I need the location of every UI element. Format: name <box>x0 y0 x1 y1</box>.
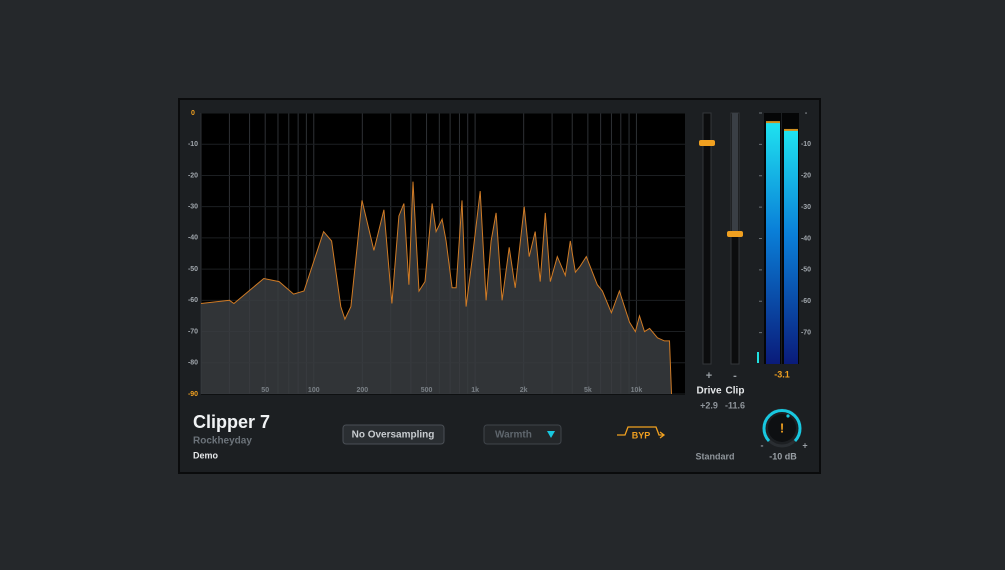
clip-value: -11.6 <box>725 400 745 410</box>
meter-peak: -3.1 <box>774 369 790 379</box>
clip-thumb[interactable] <box>727 231 743 237</box>
meter-tick-label: - <box>805 110 808 117</box>
meter-tick-label: -70 <box>801 329 811 336</box>
plugin-name: Clipper 7 <box>193 412 270 432</box>
x-tick-label: 50 <box>261 387 269 394</box>
vendor: Rockheyday <box>193 436 252 447</box>
oversampling-button[interactable] <box>342 424 445 445</box>
x-tick-label: 100 <box>308 387 320 394</box>
y-tick-label: -80 <box>188 360 198 367</box>
y-tick-label: -60 <box>188 297 198 304</box>
bypass-label: BYP <box>632 430 651 440</box>
output-value: -10 dB <box>769 451 797 461</box>
warmth-label: Warmth <box>495 430 532 441</box>
x-tick-label: 500 <box>421 387 433 394</box>
knob-minus: - <box>761 440 764 450</box>
y-tick-label: -30 <box>188 204 198 211</box>
meter: - -10 -20 -30 -40 -50 -60 -70 -3.1 <box>759 110 811 379</box>
spectrum-fill <box>201 181 672 394</box>
meter-tick-label: -40 <box>801 235 811 242</box>
y-tick-label: -10 <box>188 141 198 148</box>
drive-value: +2.9 <box>700 400 718 410</box>
meter-tick-label: -10 <box>801 141 811 148</box>
knob-plus: + <box>802 440 807 450</box>
meter-tick-label: -50 <box>801 267 811 274</box>
output-knob[interactable] <box>768 414 796 442</box>
knob-pointer <box>786 414 790 418</box>
dropdown-arrow <box>547 431 555 438</box>
drive-thumb[interactable] <box>699 140 715 146</box>
x-tick-label: 10k <box>631 387 643 394</box>
spectrum: 0 -10 -20 -30 -40 -50 -60 -70 -80 -90 50 100 200 500 1… <box>188 110 685 398</box>
meter-tick-label: -20 <box>801 173 811 180</box>
meter-tick-label: -60 <box>801 298 811 305</box>
y-tick-label: -90 <box>188 391 198 398</box>
warmth-dropdown[interactable] <box>483 424 562 445</box>
y-tick-label: -40 <box>188 235 198 242</box>
x-tick-label: 200 <box>356 387 368 394</box>
meter-bar <box>784 129 798 364</box>
license: Demo <box>193 450 219 460</box>
y-tick-label: 0 <box>191 110 195 117</box>
x-tick-label: 2k <box>520 387 528 394</box>
x-tick-label: 5k <box>584 387 592 394</box>
clip-label: Clip <box>726 386 745 397</box>
y-tick-label: -20 <box>188 172 198 179</box>
mode-label: Standard <box>695 451 734 461</box>
knob-warning: ! <box>780 420 784 435</box>
oversampling-label: No Oversampling <box>352 430 435 441</box>
meter-cap <box>784 128 798 131</box>
y-tick-label: -50 <box>188 266 198 273</box>
meter-tick-label: -30 <box>801 204 811 211</box>
drive-track <box>702 112 712 365</box>
clip-symbol: - <box>733 370 737 382</box>
y-tick-label: -70 <box>188 328 198 335</box>
knob-arc <box>762 409 802 443</box>
meter-bar <box>766 122 780 364</box>
bypass-button[interactable] <box>617 426 666 439</box>
drive-label: Drive <box>696 386 721 397</box>
spectrum-line <box>200 181 672 395</box>
meter-cap <box>766 121 780 124</box>
clip-indicator <box>757 352 759 363</box>
bypass-icon <box>617 426 666 439</box>
clip-track-fill <box>732 113 738 234</box>
x-tick-label: 1k <box>471 387 479 394</box>
drive-symbol: + <box>706 370 712 382</box>
